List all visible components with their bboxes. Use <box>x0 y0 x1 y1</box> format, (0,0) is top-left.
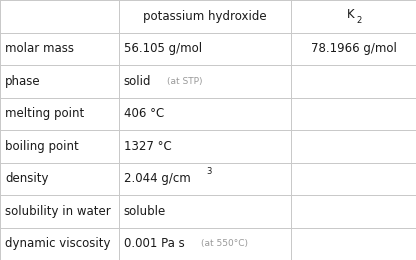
Text: 56.105 g/mol: 56.105 g/mol <box>124 42 202 55</box>
Text: 2.044 g/cm: 2.044 g/cm <box>124 172 190 185</box>
Text: (at 550°C): (at 550°C) <box>201 239 248 248</box>
Text: density: density <box>5 172 49 185</box>
Text: dynamic viscosity: dynamic viscosity <box>5 237 111 250</box>
Text: phase: phase <box>5 75 41 88</box>
Text: melting point: melting point <box>5 107 84 120</box>
Text: 406 °C: 406 °C <box>124 107 164 120</box>
Text: 2: 2 <box>357 16 362 25</box>
Text: 3: 3 <box>207 167 212 176</box>
Text: 78.1966 g/mol: 78.1966 g/mol <box>311 42 396 55</box>
Text: 1327 °C: 1327 °C <box>124 140 171 153</box>
Text: K: K <box>347 8 355 21</box>
Text: molar mass: molar mass <box>5 42 74 55</box>
Text: solubility in water: solubility in water <box>5 205 111 218</box>
Text: 0.001 Pa s: 0.001 Pa s <box>124 237 184 250</box>
Text: solid: solid <box>124 75 151 88</box>
Text: (at STP): (at STP) <box>167 77 203 86</box>
Text: potassium hydroxide: potassium hydroxide <box>143 10 267 23</box>
Text: soluble: soluble <box>124 205 166 218</box>
Text: boiling point: boiling point <box>5 140 79 153</box>
